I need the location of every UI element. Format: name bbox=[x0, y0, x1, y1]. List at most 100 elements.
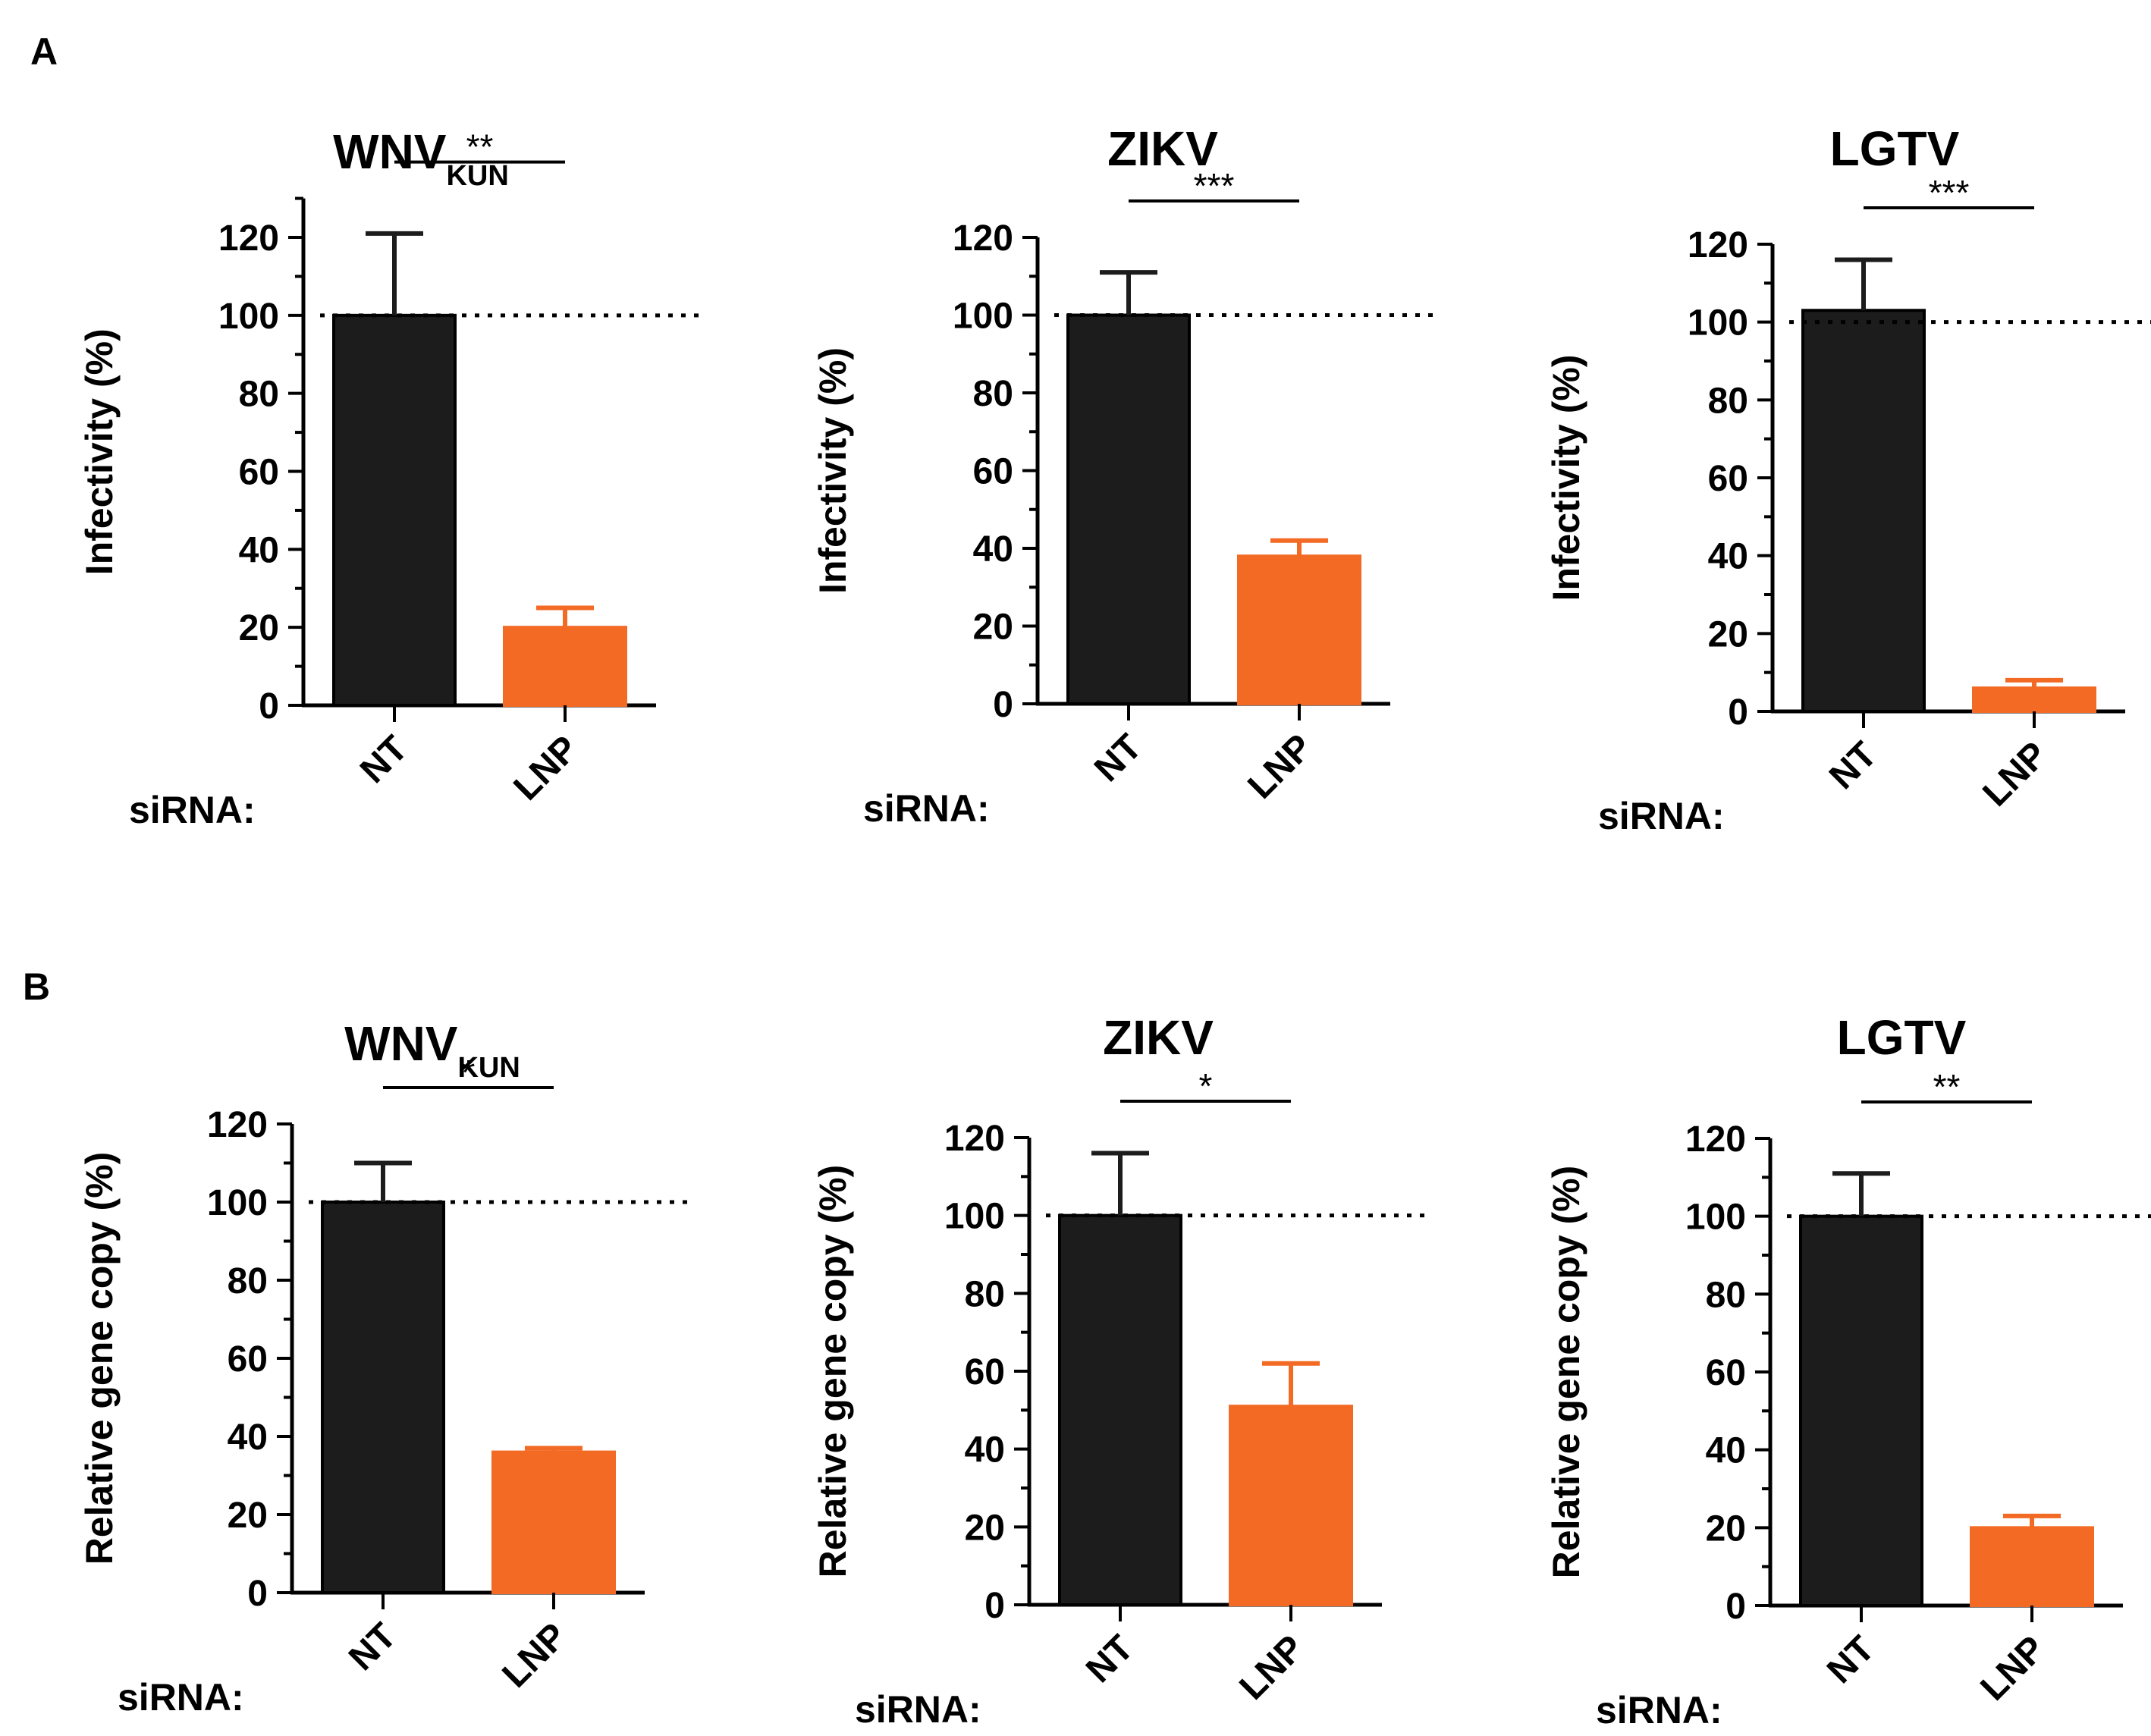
panel-label-a: A bbox=[30, 30, 58, 73]
bar-nt bbox=[1066, 313, 1191, 705]
chart-title: LGTV bbox=[1837, 1010, 1967, 1065]
x-tick-label: LNP bbox=[495, 1615, 574, 1695]
significance-stars: * bbox=[462, 1053, 476, 1092]
x-tick-label: NT bbox=[1822, 734, 1885, 797]
chart-title-main: WNV bbox=[333, 124, 447, 179]
y-tick-label: 0 bbox=[1726, 1587, 1746, 1627]
y-tick-label: 80 bbox=[965, 1274, 1005, 1314]
y-tick-label: 60 bbox=[1708, 459, 1748, 499]
chart-1: WNVKUN Infectivity (%) 0 20 40 60 80 100 120 NT LN… bbox=[78, 124, 705, 831]
y-tick-label: 100 bbox=[953, 297, 1013, 337]
y-tick-label: 40 bbox=[973, 529, 1013, 570]
chart-3: LGTV Infectivity (%) 0 20 40 60 80 100 120 NT LNP *… bbox=[1545, 121, 2151, 837]
y-tick-label: 120 bbox=[207, 1105, 268, 1145]
y-tick-label: 40 bbox=[228, 1417, 268, 1458]
x-tick-label: LNP bbox=[506, 728, 586, 808]
bar-lnp bbox=[1237, 554, 1361, 705]
x-tick-label: NT bbox=[353, 728, 416, 791]
y-tick-label: 120 bbox=[944, 1119, 1005, 1159]
y-tick-label: 120 bbox=[218, 218, 279, 259]
x-tick-label: NT bbox=[1820, 1628, 1883, 1691]
y-tick-label: 20 bbox=[228, 1496, 268, 1536]
y-tick-label: 60 bbox=[973, 452, 1013, 492]
y-tick-label: 100 bbox=[1685, 1198, 1746, 1238]
y-tick-label: 20 bbox=[965, 1508, 1005, 1548]
y-tick-label: 40 bbox=[239, 530, 279, 570]
significance-stars: * bbox=[1199, 1066, 1213, 1106]
x-tick-label: LNP bbox=[1240, 727, 1320, 806]
chart-title-main: ZIKV bbox=[1103, 1010, 1214, 1065]
y-tick-label: 20 bbox=[239, 608, 279, 648]
chart-2: ZIKV Infectivity (%) 0 20 40 60 80 100 120 NT LNP *… bbox=[812, 121, 1440, 830]
y-tick-label: 40 bbox=[965, 1430, 1005, 1471]
y-tick-label: 80 bbox=[1708, 381, 1748, 421]
y-tick-label: 120 bbox=[1688, 225, 1748, 265]
x-axis-label: siRNA: bbox=[118, 1676, 244, 1719]
x-tick-label: NT bbox=[1087, 727, 1150, 790]
bar-lnp bbox=[491, 1450, 616, 1594]
y-tick-label: 80 bbox=[973, 374, 1013, 414]
y-axis-label: Relative gene copy (%) bbox=[1545, 1166, 1587, 1579]
y-axis-label: Infectivity (%) bbox=[1545, 354, 1587, 601]
bar-lnp bbox=[1972, 686, 2096, 714]
y-tick-label: 100 bbox=[944, 1197, 1005, 1237]
x-tick-label: NT bbox=[1079, 1628, 1141, 1690]
chart-6: LGTV Relative gene copy (%) 0 20 40 60 80 100 12… bbox=[1545, 1010, 2151, 1731]
y-tick-label: 80 bbox=[228, 1261, 268, 1301]
y-tick-label: 100 bbox=[1688, 303, 1748, 344]
y-axis-label: Relative gene copy (%) bbox=[812, 1165, 854, 1578]
x-tick-label: LNP bbox=[1232, 1628, 1311, 1707]
x-axis-label: siRNA: bbox=[1598, 795, 1725, 837]
y-tick-label: 100 bbox=[207, 1183, 268, 1223]
significance-stars: ** bbox=[1933, 1067, 1961, 1107]
x-axis-label: siRNA: bbox=[1596, 1689, 1722, 1731]
x-axis-label: siRNA: bbox=[863, 787, 990, 830]
y-tick-label: 60 bbox=[1706, 1353, 1746, 1393]
chart-title: ZIKV bbox=[1107, 121, 1218, 176]
x-axis-label: siRNA: bbox=[855, 1688, 981, 1731]
chart-title-main: ZIKV bbox=[1107, 121, 1218, 176]
y-axis-label: Infectivity (%) bbox=[78, 328, 121, 575]
x-tick-label: LNP bbox=[1973, 1628, 2052, 1708]
bar-nt bbox=[1801, 309, 1926, 713]
chart-5: ZIKV Relative gene copy (%) 0 20 40 60 80 100 12… bbox=[812, 1010, 1431, 1731]
chart-4: WNVKUN Relative gene copy (%) 0 20 40 60 80 100… bbox=[78, 1016, 694, 1719]
y-tick-label: 20 bbox=[1706, 1508, 1746, 1549]
y-axis-label: Infectivity (%) bbox=[812, 347, 854, 594]
x-tick-label: NT bbox=[341, 1615, 404, 1678]
chart-title: LGTV bbox=[1830, 121, 1960, 176]
significance-stars: *** bbox=[1194, 166, 1235, 206]
y-tick-label: 60 bbox=[239, 453, 279, 493]
chart-title-subscript: KUN bbox=[457, 1052, 520, 1084]
y-tick-label: 80 bbox=[1706, 1275, 1746, 1315]
y-tick-label: 120 bbox=[953, 218, 1013, 259]
y-tick-label: 0 bbox=[984, 1586, 1005, 1626]
y-tick-label: 20 bbox=[973, 607, 1013, 648]
significance-stars: *** bbox=[1929, 173, 1970, 212]
chart-title: WNVKUN bbox=[344, 1016, 520, 1084]
y-tick-label: 0 bbox=[993, 685, 1013, 725]
chart-title: ZIKV bbox=[1103, 1010, 1214, 1065]
chart-title: WNVKUN bbox=[333, 124, 509, 192]
y-tick-label: 100 bbox=[218, 297, 279, 337]
bar-lnp bbox=[1970, 1526, 2094, 1608]
y-tick-label: 80 bbox=[239, 375, 279, 415]
y-tick-label: 40 bbox=[1708, 537, 1748, 577]
y-tick-label: 60 bbox=[228, 1339, 268, 1380]
chart-title-main: LGTV bbox=[1837, 1010, 1967, 1065]
y-axis-label: Relative gene copy (%) bbox=[78, 1152, 121, 1565]
chart-title-main: LGTV bbox=[1830, 121, 1960, 176]
bar-lnp bbox=[1229, 1405, 1353, 1606]
y-tick-label: 40 bbox=[1706, 1431, 1746, 1471]
bar-nt bbox=[1058, 1213, 1182, 1606]
bar-lnp bbox=[503, 626, 627, 708]
chart-title-subscript: KUN bbox=[446, 160, 508, 192]
chart-title-main: WNV bbox=[344, 1016, 458, 1071]
y-tick-label: 0 bbox=[247, 1574, 268, 1614]
x-axis-label: siRNA: bbox=[129, 789, 256, 831]
y-tick-label: 0 bbox=[1728, 692, 1748, 733]
bar-nt bbox=[321, 1201, 445, 1594]
y-tick-label: 0 bbox=[259, 686, 279, 727]
